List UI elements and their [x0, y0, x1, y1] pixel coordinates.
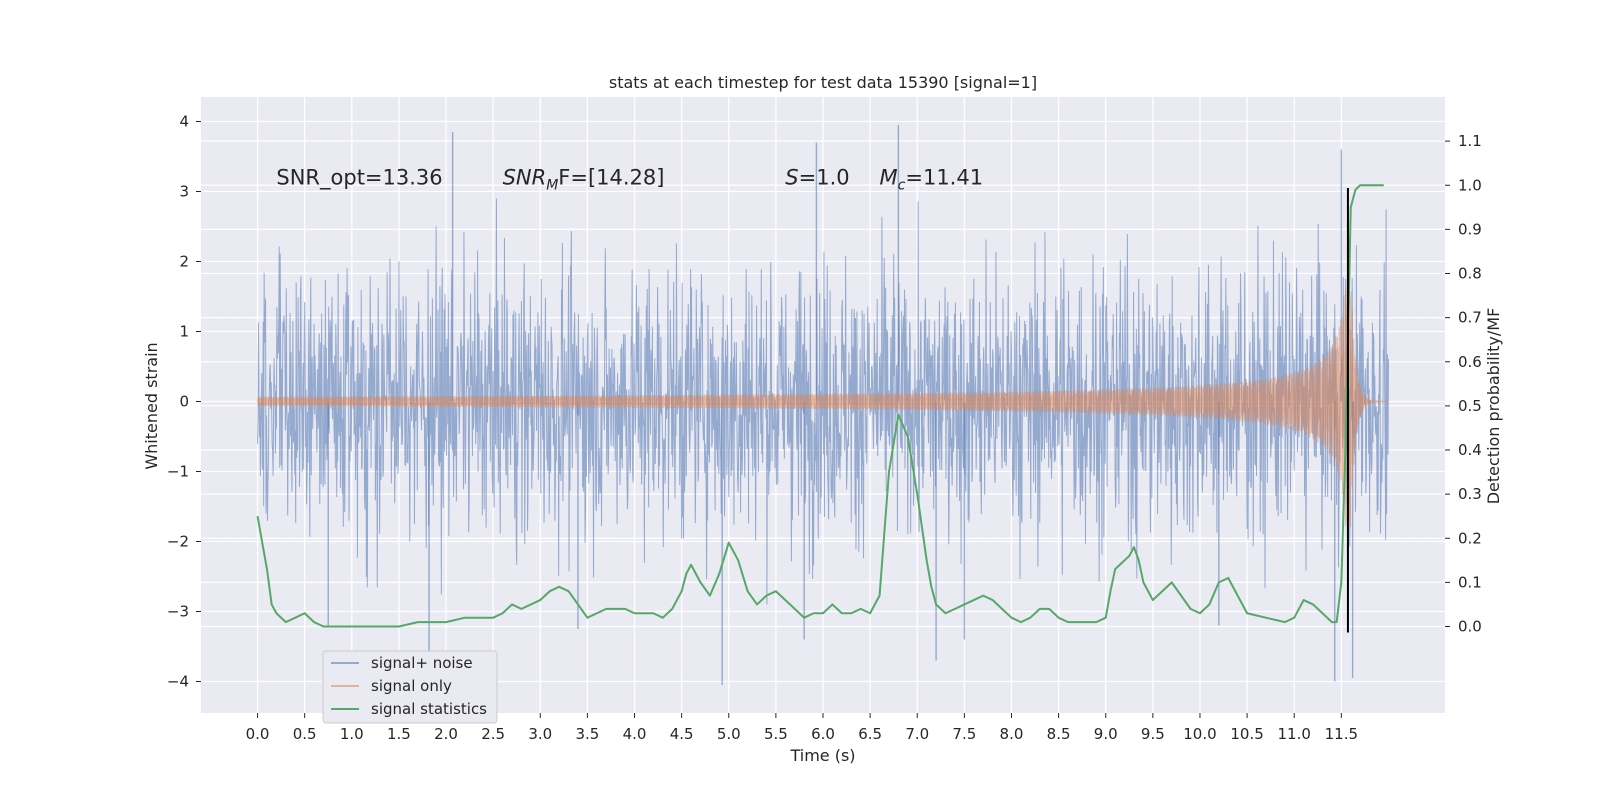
x-tick-label: 11.0	[1278, 725, 1311, 743]
y-right-tick-label: 1.1	[1458, 132, 1482, 150]
x-tick-label: 3.5	[575, 725, 599, 743]
x-tick-label: 2.5	[481, 725, 505, 743]
legend-box	[322, 650, 498, 724]
x-tick-label: 5.5	[764, 725, 788, 743]
x-tick-label: 10.5	[1230, 725, 1263, 743]
x-tick-label: 8.0	[1000, 725, 1024, 743]
annotation: Mc=11.41	[880, 166, 984, 194]
legend-label-signal-statistics: signal statistics	[371, 700, 487, 718]
y-left-tick-label: 2	[179, 253, 189, 271]
x-tick-label: 9.5	[1141, 725, 1165, 743]
x-tick-label: 8.5	[1047, 725, 1071, 743]
x-tick-label: 5.0	[717, 725, 741, 743]
x-tick-label: 1.0	[340, 725, 364, 743]
x-axis-ticks: 0.0 0.5 1.0 1.5 2.0 2.5 3.0 3.5 4.0 4.5 5.0 5.5 6.0 6…	[246, 713, 1358, 743]
series-signal-only	[257, 277, 1389, 528]
y-left-tick-label: −1	[167, 463, 189, 481]
signal-only-line	[257, 277, 1389, 528]
x-tick-label: 0.0	[246, 725, 270, 743]
y-left-tick-label: 0	[179, 393, 189, 411]
signal-statistics-line	[256, 184, 1384, 628]
series-signal-statistics	[256, 184, 1384, 628]
y-left-tick-label: −4	[167, 673, 189, 691]
y-axis-left-ticks: −4 −3 −2 −1 0 1 2 3 4	[167, 113, 201, 691]
x-tick-label: 0.5	[293, 725, 317, 743]
x-tick-label: 6.5	[858, 725, 882, 743]
y-left-tick-label: 3	[179, 183, 189, 201]
chart-title: stats at each timestep for test data 153…	[609, 73, 1037, 92]
x-tick-label: 7.5	[952, 725, 976, 743]
x-tick-label: 4.0	[623, 725, 647, 743]
x-axis-label: Time (s)	[789, 746, 855, 765]
y-right-tick-label: 0.9	[1458, 220, 1482, 238]
y-right-tick-label: 0.0	[1458, 618, 1482, 636]
y-right-tick-label: 0.1	[1458, 573, 1482, 591]
x-tick-label: 1.5	[387, 725, 411, 743]
legend-label-signal-noise: signal+ noise	[371, 654, 473, 672]
x-tick-label: 9.0	[1094, 725, 1118, 743]
y-right-tick-label: 0.6	[1458, 353, 1482, 371]
x-tick-label: 4.5	[670, 725, 694, 743]
y-right-tick-label: 0.3	[1458, 485, 1482, 503]
y-right-tick-label: 0.7	[1458, 309, 1482, 327]
y-left-tick-label: −3	[167, 603, 189, 621]
annotations: SNR_opt=13.36 SNRMF=[14.28] S=1.0 Mc=11.41	[276, 166, 983, 194]
annotation: SNR_opt=13.36	[276, 166, 442, 191]
legend-label-signal-only: signal only	[371, 677, 452, 695]
x-tick-label: 6.0	[811, 725, 835, 743]
annotation: SNRMF=[14.28]	[503, 166, 665, 194]
x-tick-label: 3.0	[528, 725, 552, 743]
y-right-tick-label: 0.8	[1458, 265, 1482, 283]
x-tick-label: 2.0	[434, 725, 458, 743]
y-left-tick-label: 4	[179, 113, 189, 131]
y-right-tick-label: 0.4	[1458, 441, 1482, 459]
legend: signal+ noise signal only signal statist…	[322, 650, 498, 724]
y-left-tick-label: −2	[167, 533, 189, 551]
y-right-tick-label: 0.5	[1458, 397, 1482, 415]
x-tick-label: 11.5	[1325, 725, 1358, 743]
y-right-tick-label: 1.0	[1458, 176, 1482, 194]
x-tick-label: 7.0	[905, 725, 929, 743]
y-left-tick-label: 1	[179, 323, 189, 341]
y-axis-left-label: Whitened strain	[142, 342, 161, 469]
y-right-tick-label: 0.2	[1458, 529, 1482, 547]
annotation: S=1.0	[785, 166, 849, 190]
y-axis-right-label: Detection probability/MF	[1484, 308, 1503, 505]
y-axis-right-ticks: 0.0 0.1 0.2 0.3 0.4 0.5 0.6 0.7 0.8 0.9 1.0 1.1	[1445, 132, 1482, 636]
x-tick-label: 10.0	[1183, 725, 1216, 743]
